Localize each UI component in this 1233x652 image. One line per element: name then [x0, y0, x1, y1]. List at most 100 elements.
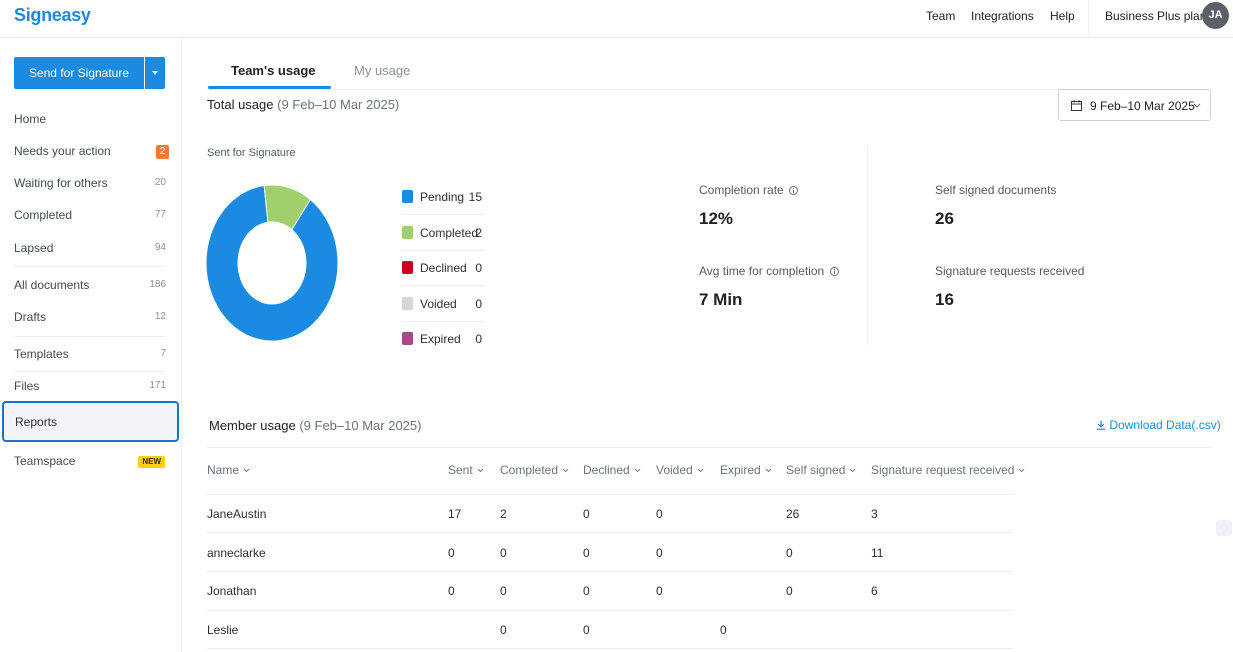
sidebar-item-reports[interactable]: Reports — [2, 401, 179, 442]
avg-time-value: 7 Min — [699, 290, 743, 309]
sidebar-item-completed[interactable]: Completed 77 — [0, 201, 182, 231]
nav-help[interactable]: Help — [1050, 9, 1075, 23]
table-cell: 0 — [500, 623, 507, 637]
sidebar-item-home[interactable]: Home — [0, 105, 182, 135]
requests-received-label: Signature requests received — [935, 264, 1085, 278]
table-row[interactable]: Leslie 0 0 0 — [207, 610, 1013, 649]
column-header-voided[interactable]: Voided — [656, 463, 704, 477]
sidebar-item-label: Templates — [14, 347, 69, 361]
donut-slice-pending[interactable] — [206, 184, 338, 342]
column-header-completed[interactable]: Completed — [500, 463, 569, 477]
avatar[interactable]: JA — [1202, 2, 1229, 29]
sidebar-item-count: 94 — [154, 242, 166, 253]
sidebar-item-files[interactable]: Files 171 — [0, 372, 182, 402]
column-header-expired[interactable]: Expired — [720, 463, 772, 477]
send-options-dropdown-button[interactable] — [145, 57, 165, 89]
table-row[interactable]: Jonathan 0 0 0 0 0 6 — [207, 571, 1013, 610]
column-header-label: Voided — [656, 463, 693, 477]
legend-divider — [402, 249, 484, 251]
table-cell: 17 — [448, 507, 462, 521]
table-row-divider — [207, 532, 1013, 533]
sidebar-item-all-documents[interactable]: All documents 186 — [0, 271, 182, 301]
sidebar-item-count: 12 — [154, 311, 166, 322]
member-name: Leslie — [207, 623, 239, 637]
legend-item-declined: Declined 0 — [402, 259, 484, 279]
sidebar-item-teamspace[interactable]: Teamspace NEW — [0, 447, 182, 477]
member-usage-label: Member usage — [209, 418, 296, 433]
column-header-declined[interactable]: Declined — [583, 463, 641, 477]
completion-rate-label-text: Completion rate — [699, 183, 784, 197]
sidebar-item-label: Reports — [15, 415, 58, 429]
legend-divider — [402, 285, 484, 286]
app-logo[interactable]: Signeasy — [14, 5, 91, 25]
tab-teams-usage[interactable]: Team's usage — [231, 63, 316, 78]
tab-my-usage[interactable]: My usage — [354, 63, 411, 78]
send-for-signature-button[interactable]: Send for Signature — [14, 57, 144, 89]
table-row-divider — [207, 610, 1013, 611]
info-icon[interactable] — [829, 267, 839, 276]
total-usage-label: Total usage — [207, 97, 274, 112]
column-header-label: Name — [207, 463, 240, 477]
account-menu[interactable]: Business Plus plan JA — [1088, 0, 1233, 38]
plan-label: Business Plus plan — [1105, 9, 1207, 23]
table-cell: 0 — [583, 546, 590, 560]
legend-item-expired: Expired 0 — [402, 330, 484, 350]
table-cell: 2 — [500, 507, 507, 521]
column-header-sent[interactable]: Sent — [448, 463, 484, 477]
sidebar-item-label: Home — [14, 112, 47, 126]
sidebar-item-lapsed[interactable]: Lapsed 94 — [0, 234, 182, 264]
member-name: anneclarke — [207, 546, 266, 560]
tab-divider — [208, 89, 1211, 90]
table-cell: 0 — [583, 507, 590, 521]
legend-value: 0 — [475, 332, 482, 346]
table-row[interactable]: anneclarke 0 0 0 0 0 11 — [207, 533, 1013, 572]
column-header-self-signed[interactable]: Self signed — [786, 463, 856, 477]
table-row[interactable]: JaneAustin 17 2 0 0 26 3 — [207, 494, 1013, 533]
date-range-picker[interactable]: 9 Feb–10 Mar 2025 — [1058, 89, 1211, 121]
sidebar-item-label: Drafts — [14, 310, 47, 324]
legend-swatch — [402, 190, 413, 203]
legend-item-voided: Voided 0 — [402, 295, 484, 315]
date-range-label: 9 Feb–10 Mar 2025 — [1090, 99, 1195, 113]
table-cell: 3 — [871, 507, 878, 521]
chat-widget-icon[interactable] — [1216, 520, 1232, 536]
nav-integrations[interactable]: Integrations — [971, 9, 1034, 23]
sidebar-item-count: 77 — [154, 209, 166, 220]
table-cell: 0 — [786, 584, 793, 598]
download-csv-link[interactable]: Download Data(.csv) — [1096, 418, 1221, 432]
table-cell: 0 — [656, 507, 663, 521]
legend-item-completed: Completed 2 — [402, 224, 484, 244]
sidebar-item-count: 7 — [160, 348, 166, 359]
avg-time-label: Avg time for completion — [699, 264, 839, 278]
download-csv-label: Download Data(.csv) — [1109, 418, 1221, 432]
nav-team[interactable]: Team — [926, 9, 956, 23]
sidebar-item-waiting-for-others[interactable]: Waiting for others 20 — [0, 169, 182, 199]
member-divider — [207, 447, 1211, 448]
sort-chevron-icon — [850, 468, 856, 473]
donut-slice-completed[interactable] — [263, 184, 312, 231]
new-badge: NEW — [138, 456, 165, 468]
requests-received-value: 16 — [935, 290, 954, 309]
sidebar-item-count: 186 — [149, 279, 166, 290]
legend-label: Expired — [420, 332, 461, 346]
sort-chevron-icon — [634, 468, 641, 473]
metrics-divider — [867, 145, 868, 345]
sort-chevron-icon — [243, 468, 250, 473]
legend-swatch — [402, 296, 413, 310]
sidebar-item-drafts[interactable]: Drafts 12 — [0, 303, 182, 333]
column-header-name[interactable]: Name — [207, 463, 250, 477]
sidebar-divider — [14, 336, 165, 337]
self-signed-value: 26 — [935, 209, 954, 228]
table-row-divider — [207, 494, 1013, 495]
sidebar-item-templates[interactable]: Templates 7 — [0, 340, 182, 370]
count-badge: 2 — [156, 145, 169, 159]
info-icon[interactable] — [789, 186, 799, 195]
column-header-signature-request-received[interactable]: Signature request received — [871, 463, 1025, 477]
chart-title: Sent for Signature — [207, 147, 296, 159]
sidebar-item-label: Teamspace — [14, 454, 76, 468]
legend-value: 0 — [475, 296, 482, 311]
legend-label: Voided — [420, 296, 457, 311]
completion-rate-label: Completion rate — [699, 183, 799, 197]
sort-chevron-icon — [477, 468, 484, 473]
sidebar-item-needs-your-action[interactable]: Needs your action 2 — [0, 137, 182, 167]
